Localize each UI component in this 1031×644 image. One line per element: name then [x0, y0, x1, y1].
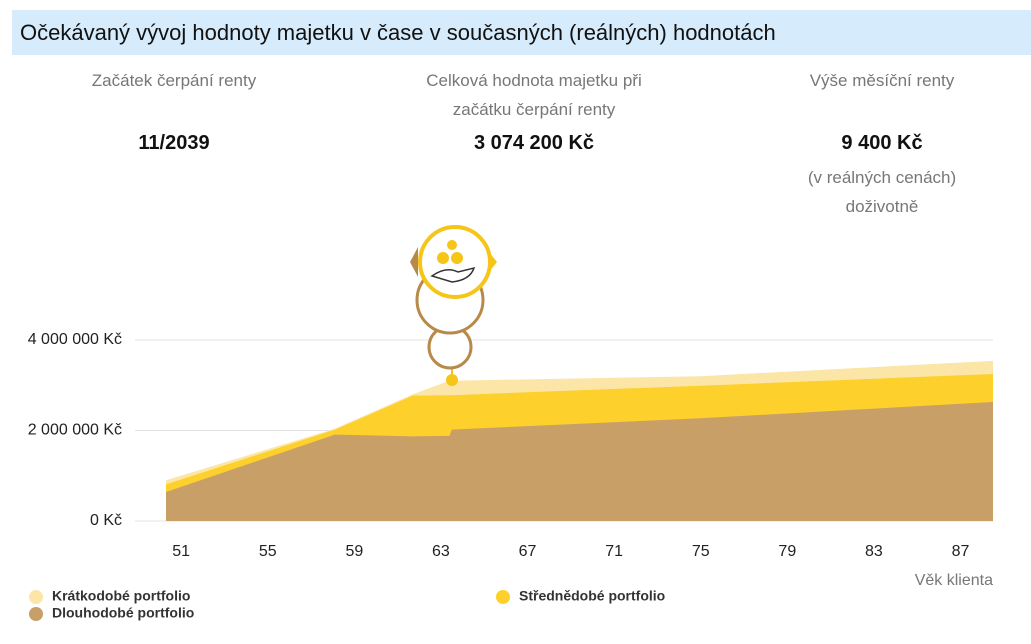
x-tick-label: 51: [172, 543, 190, 560]
stat-value: 3 074 200 Kč: [473, 132, 595, 154]
legend-label: Střednědobé portfolio: [519, 588, 665, 604]
y-tick-label: 4 000 000 Kč: [28, 331, 122, 348]
x-tick-label: 83: [865, 543, 883, 560]
x-tick-label: 87: [952, 543, 970, 560]
icon-coin: [451, 252, 463, 264]
legend-marker: [29, 607, 43, 621]
legend-label: Krátkodobé portfolio: [52, 588, 190, 604]
x-axis-label: Věk klienta: [915, 572, 993, 589]
x-tick-label: 71: [605, 543, 623, 560]
stat: Začátek čerpání renty 11/2039: [24, 66, 324, 155]
x-tick-label: 67: [519, 543, 537, 560]
legend-label: Dlouhodobé portfolio: [52, 605, 194, 621]
stat-value: 11/2039: [138, 132, 210, 154]
milestone-icon: [410, 225, 497, 386]
x-tick-label: 75: [692, 543, 710, 560]
legend-marker: [29, 590, 43, 604]
x-tick-label: 59: [345, 543, 363, 560]
stat-label: Celková hodnota majetku při začátku čerp…: [426, 71, 642, 119]
y-tick-label: 0 Kč: [90, 512, 122, 529]
x-tick-label: 79: [778, 543, 796, 560]
icon-arrow: [489, 252, 497, 272]
stat: Výše měsíční renty 9 400 Kč (v reálných …: [732, 66, 1031, 221]
title: Očekávaný vývoj hodnoty majetku v čase v…: [12, 10, 1031, 55]
stat-value: 9 400 Kč: [841, 132, 923, 154]
icon-arrow: [410, 247, 418, 277]
x-tick-label: 63: [432, 543, 450, 560]
icon-hand: [430, 266, 476, 283]
area: [166, 401, 993, 521]
icon-coin: [437, 252, 449, 264]
icon-coin: [447, 240, 457, 250]
stat: Celková hodnota majetku při začátku čerp…: [384, 66, 684, 155]
stat-label: Výše měsíční renty: [809, 71, 955, 90]
y-tick-label: 2 000 000 Kč: [28, 422, 122, 439]
x-tick-label: 55: [259, 543, 277, 560]
stat-label: Začátek čerpání renty: [91, 71, 257, 90]
legend-marker: [496, 590, 510, 604]
stat-note: (v reálných cenách) doživotně: [807, 168, 957, 216]
milestone-dot: [446, 374, 458, 386]
